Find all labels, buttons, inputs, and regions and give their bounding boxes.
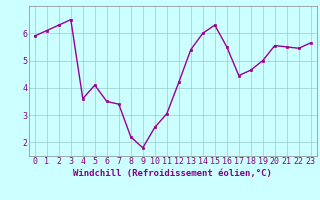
X-axis label: Windchill (Refroidissement éolien,°C): Windchill (Refroidissement éolien,°C) [73,169,272,178]
